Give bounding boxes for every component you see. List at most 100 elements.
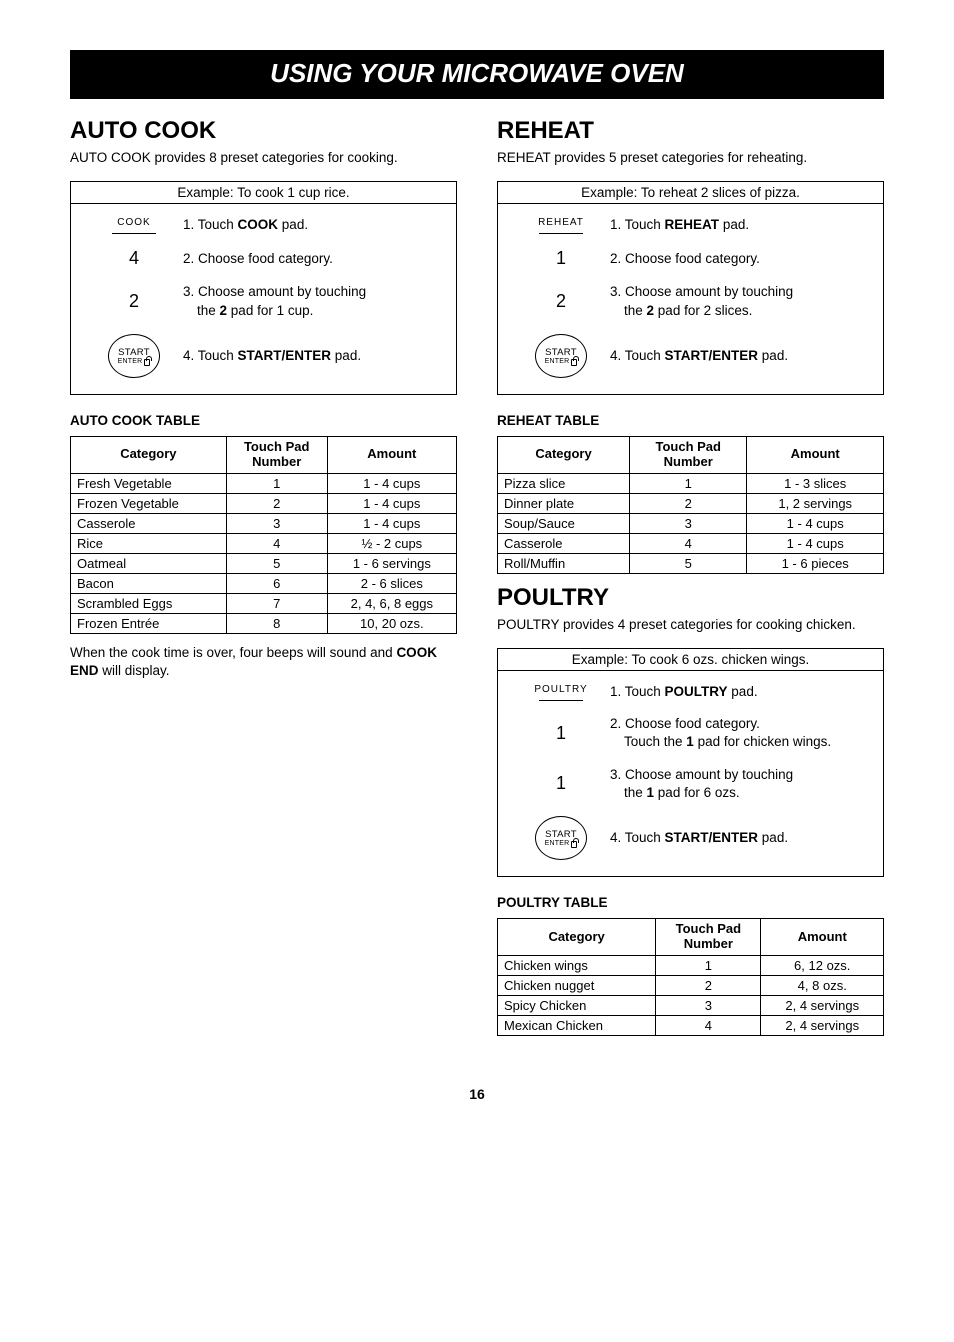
table-cell: Casserole: [498, 533, 630, 553]
table-row: Soup/Sauce31 - 4 cups: [498, 513, 884, 533]
start-enter-icon: STARTENTER: [535, 816, 587, 860]
step-text: 4. Touch START/ENTER pad.: [179, 347, 361, 365]
table-cell: Casserole: [71, 513, 227, 533]
reheat-example: Example: To reheat 2 slices of pizza. RE…: [497, 181, 884, 395]
autocook-example: Example: To cook 1 cup rice. COOK 1. Touc…: [70, 181, 457, 395]
step-row: STARTENTER 4. Touch START/ENTER pad.: [89, 334, 438, 378]
table-row: Spicy Chicken32, 4 servings: [498, 995, 884, 1015]
pad-number-icon: 1: [556, 248, 566, 269]
page-title: USING YOUR MICROWAVE OVEN: [70, 50, 884, 99]
table-row: Oatmeal51 - 6 servings: [71, 553, 457, 573]
table-row: Chicken nugget24, 8 ozs.: [498, 975, 884, 995]
pad-label-icon: COOK: [117, 217, 150, 234]
pad-number-icon: 1: [556, 773, 566, 794]
table-cell: 1 - 3 slices: [747, 473, 884, 493]
table-header: Amount: [327, 436, 456, 473]
table-row: Roll/Muffin51 - 6 pieces: [498, 553, 884, 573]
table-cell: 1 - 4 cups: [327, 473, 456, 493]
table-cell: 1 - 4 cups: [747, 513, 884, 533]
table-cell: Scrambled Eggs: [71, 593, 227, 613]
start-enter-icon: STARTENTER: [535, 334, 587, 378]
table-row: Frozen Entrée810, 20 ozs.: [71, 613, 457, 633]
table-header: Touch PadNumber: [226, 436, 327, 473]
table-cell: 7: [226, 593, 327, 613]
table-cell: 1: [226, 473, 327, 493]
table-row: Rice4½ - 2 cups: [71, 533, 457, 553]
step-text: 4. Touch START/ENTER pad.: [606, 347, 788, 365]
table-cell: 4: [630, 533, 747, 553]
step-text: 2. Choose food category.: [606, 250, 760, 268]
step-text: 3. Choose amount by touchingthe 2 pad fo…: [179, 283, 366, 319]
poultry-table-title: POULTRY TABLE: [497, 895, 884, 910]
table-cell: 10, 20 ozs.: [327, 613, 456, 633]
table-cell: 1, 2 servings: [747, 493, 884, 513]
autocook-note: When the cook time is over, four beeps w…: [70, 644, 457, 680]
table-row: Fresh Vegetable11 - 4 cups: [71, 473, 457, 493]
poultry-intro: POULTRY provides 4 preset categories for…: [497, 616, 884, 634]
table-cell: ½ - 2 cups: [327, 533, 456, 553]
table-cell: 4: [656, 1015, 761, 1035]
step-text: 1. Touch REHEAT pad.: [606, 216, 749, 234]
table-header: Category: [71, 436, 227, 473]
step-text: 3. Choose amount by touchingthe 2 pad fo…: [606, 283, 793, 319]
table-cell: 3: [656, 995, 761, 1015]
step-text: 2. Choose food category.Touch the 1 pad …: [606, 715, 831, 751]
table-cell: Fresh Vegetable: [71, 473, 227, 493]
table-cell: Frozen Entrée: [71, 613, 227, 633]
table-cell: 5: [226, 553, 327, 573]
table-cell: 2 - 6 slices: [327, 573, 456, 593]
step-row: 23. Choose amount by touchingthe 2 pad f…: [516, 283, 865, 319]
step-text: 2. Choose food category.: [179, 250, 333, 268]
table-header: Touch PadNumber: [656, 919, 761, 956]
table-cell: 4: [226, 533, 327, 553]
table-cell: Spicy Chicken: [498, 995, 656, 1015]
pad-number-icon: 1: [556, 723, 566, 744]
reheat-steps: REHEAT1. Touch REHEAT pad. 1 2. Choose foo…: [498, 204, 883, 394]
table-row: Dinner plate21, 2 servings: [498, 493, 884, 513]
table-row: Casserole41 - 4 cups: [498, 533, 884, 553]
table-row: Mexican Chicken42, 4 servings: [498, 1015, 884, 1035]
autocook-heading: AUTO COOK: [70, 117, 457, 145]
table-header: Category: [498, 919, 656, 956]
table-header: Touch PadNumber: [630, 436, 747, 473]
table-cell: Chicken wings: [498, 955, 656, 975]
table-cell: 2, 4 servings: [761, 995, 884, 1015]
autocook-example-caption: Example: To cook 1 cup rice.: [71, 182, 456, 204]
step-row: REHEAT1. Touch REHEAT pad.: [516, 216, 865, 234]
table-cell: Rice: [71, 533, 227, 553]
poultry-example-caption: Example: To cook 6 ozs. chicken wings.: [498, 649, 883, 671]
autocook-table-title: AUTO COOK TABLE: [70, 413, 457, 428]
poultry-steps: POULTRY1. Touch POULTRY pad.12. Choose f…: [498, 671, 883, 876]
reheat-table: CategoryTouch PadNumberAmountPizza slice…: [497, 436, 884, 574]
table-cell: 3: [630, 513, 747, 533]
start-enter-icon: STARTENTER: [108, 334, 160, 378]
table-cell: 1 - 6 pieces: [747, 553, 884, 573]
table-header: Category: [498, 436, 630, 473]
reheat-intro: REHEAT provides 5 preset categories for …: [497, 149, 884, 167]
page-number: 16: [70, 1086, 884, 1102]
reheat-example-caption: Example: To reheat 2 slices of pizza.: [498, 182, 883, 204]
table-cell: 1 - 4 cups: [327, 493, 456, 513]
step-text: 1. Touch COOK pad.: [179, 216, 308, 234]
content-columns: AUTO COOK AUTO COOK provides 8 preset ca…: [70, 117, 884, 1046]
step-text: 1. Touch POULTRY pad.: [606, 683, 758, 701]
step-row: 1 2. Choose food category.: [516, 248, 865, 269]
table-row: Scrambled Eggs72, 4, 6, 8 eggs: [71, 593, 457, 613]
table-cell: 1: [656, 955, 761, 975]
table-cell: Soup/Sauce: [498, 513, 630, 533]
table-cell: 4, 8 ozs.: [761, 975, 884, 995]
pad-number-icon: 4: [129, 248, 139, 269]
right-column: REHEAT REHEAT provides 5 preset categori…: [497, 117, 884, 1046]
table-cell: Pizza slice: [498, 473, 630, 493]
step-row: STARTENTER 4. Touch START/ENTER pad.: [516, 334, 865, 378]
table-cell: 5: [630, 553, 747, 573]
autocook-table: CategoryTouch PadNumberAmountFresh Veget…: [70, 436, 457, 634]
poultry-table: CategoryTouch PadNumberAmountChicken win…: [497, 918, 884, 1036]
table-row: Chicken wings16, 12 ozs.: [498, 955, 884, 975]
table-cell: Chicken nugget: [498, 975, 656, 995]
autocook-intro: AUTO COOK provides 8 preset categories f…: [70, 149, 457, 167]
table-header: Amount: [761, 919, 884, 956]
step-row: 23. Choose amount by touchingthe 2 pad f…: [89, 283, 438, 319]
step-row: 13. Choose amount by touchingthe 1 pad f…: [516, 766, 865, 802]
table-cell: Frozen Vegetable: [71, 493, 227, 513]
